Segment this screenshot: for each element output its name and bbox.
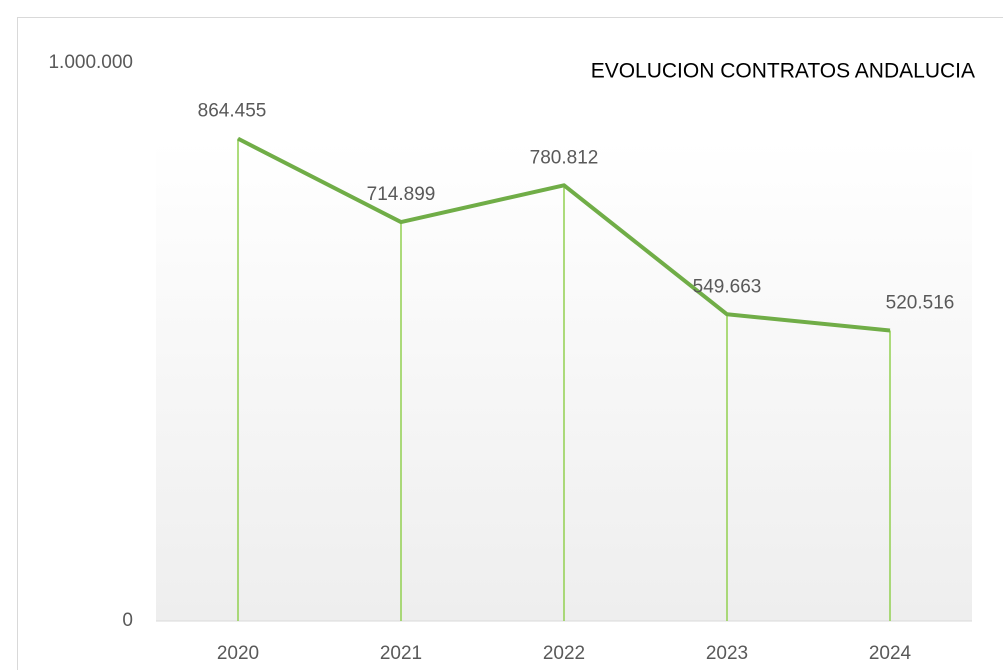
data-label: 714.899 [367,184,436,205]
data-line [237,136,891,333]
y-tick-label: 1.000.000 [48,52,133,73]
x-tick-label: 2024 [869,643,912,664]
x-tick-label: 2022 [543,643,585,664]
x-tick-label: 2021 [380,643,422,664]
data-label: 780.812 [530,147,599,168]
y-tick-label: 0 [122,610,133,631]
x-tick-label: 2020 [217,643,259,664]
data-label: 549.663 [693,276,762,297]
chart-title: EVOLUCION CONTRATOS ANDALUCIA [591,60,975,83]
data-label: 520.516 [886,293,955,314]
x-tick-label: 2023 [706,643,748,664]
data-label: 864.455 [198,101,267,122]
